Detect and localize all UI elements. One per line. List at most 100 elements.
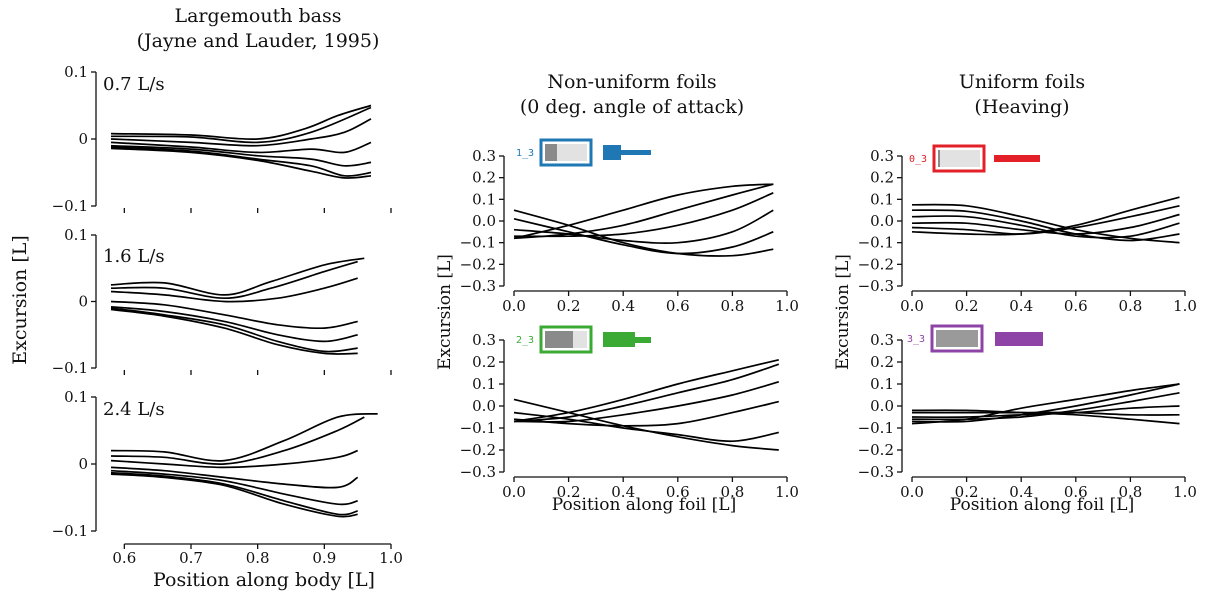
- y-tick-label: 0.1: [472, 375, 496, 393]
- series-line-2: [110, 106, 372, 144]
- x-tick-label: 0.2: [955, 483, 979, 501]
- y-tick-label: 0.0: [472, 397, 496, 415]
- y-tick-label: 0.2: [472, 353, 496, 371]
- series-line-2: [110, 260, 358, 300]
- series-line-4: [110, 300, 358, 330]
- y-tick-label: 0.1: [870, 375, 894, 393]
- y-tick-label: 0.3: [472, 331, 496, 349]
- series-line-7: [110, 473, 358, 518]
- series-line-3: [513, 192, 774, 238]
- y-tick-label: −0.3: [858, 463, 894, 481]
- y-tick-label: −0.1: [858, 419, 894, 437]
- speed-label: 2.4 L/s: [103, 399, 165, 420]
- foil-stiff-section: [545, 144, 557, 161]
- y-tick-label: −0.3: [460, 463, 496, 481]
- right-title-line2: (Heaving): [974, 96, 1069, 118]
- series-line-5: [911, 204, 1180, 235]
- left-x-axis-label: Position along body [L]: [153, 569, 375, 591]
- mid-y-axis-label: Excursion [L]: [435, 254, 455, 370]
- foil-icon-red: 0_3: [909, 144, 1040, 173]
- x-tick-label: 0.9: [312, 549, 336, 567]
- series-line-6: [911, 383, 1180, 425]
- series-line-7: [110, 308, 358, 355]
- x-tick-label: 1.0: [775, 297, 799, 315]
- series-line-4: [513, 400, 779, 427]
- series-line-5: [513, 411, 779, 443]
- mid-x-axis-label: Position along foil [L]: [552, 495, 736, 515]
- series-line-2: [110, 416, 365, 465]
- series-line-5: [513, 217, 774, 255]
- series-line-4: [110, 141, 372, 154]
- foil-code-label: 1_3: [516, 148, 534, 159]
- series-line-4: [513, 209, 774, 244]
- y-tick-label: −0.2: [858, 441, 894, 459]
- x-tick-label: 0.7: [179, 549, 203, 567]
- panel-3: 0.1 0 −0.1 0.6 0.7 0.8 0.9 1.0 2.4 L/s: [52, 388, 403, 567]
- y-tick-label: 0.2: [472, 169, 496, 187]
- y-tick-label: 0.1: [472, 190, 496, 208]
- y-tick-label: 0.1: [64, 63, 88, 81]
- y-tick-label: −0.2: [858, 255, 894, 273]
- y-tick-label: −0.1: [858, 234, 894, 252]
- series-line-6: [911, 196, 1180, 236]
- series-line-1: [513, 183, 774, 240]
- foil-icon-green: 2_3: [516, 325, 651, 354]
- y-tick-label: 0.3: [870, 147, 894, 165]
- series-line-3: [513, 380, 780, 423]
- x-tick-label: 0.2: [955, 297, 979, 315]
- x-tick-label: 0.8: [720, 483, 744, 501]
- x-tick-label: 0.8: [720, 297, 744, 315]
- series-line-1: [110, 257, 365, 296]
- left-y-axis-label: Excursion [L]: [9, 235, 31, 365]
- foil-shape-tail: [621, 150, 651, 155]
- series-line-1: [513, 358, 779, 423]
- panel-1: 0.1 0 −0.1 0.7 L/s: [52, 63, 392, 215]
- y-tick-label: 0.1: [64, 388, 88, 406]
- y-tick-label: −0.1: [52, 359, 88, 377]
- speed-label: 1.6 L/s: [103, 246, 165, 267]
- x-tick-label: 0.0: [900, 297, 924, 315]
- series-line-5: [110, 144, 372, 167]
- series-line-6: [513, 209, 774, 257]
- y-tick-label: 0: [78, 455, 88, 473]
- x-tick-label: 0.8: [1118, 297, 1142, 315]
- foil-code-label: 2_3: [516, 335, 534, 346]
- series-line-2: [912, 411, 1180, 416]
- y-tick-label: 0: [78, 130, 88, 148]
- series-line-3: [110, 449, 358, 469]
- x-tick-label: 0.2: [557, 297, 581, 315]
- foil-shape-block: [994, 155, 1040, 162]
- panel-5: 0.3 0.2 0.1 0.0 −0.1 −0.2 −0.3 0.0 0.2 0.4 0.6 0.8 1…: [460, 325, 799, 501]
- y-tick-label: 0.1: [870, 190, 894, 208]
- x-tick-label: 0.6: [112, 549, 136, 567]
- series-line-2: [513, 363, 780, 423]
- foil-stiff-section: [938, 150, 940, 167]
- y-tick-label: −0.1: [460, 234, 496, 252]
- y-tick-label: −0.2: [460, 255, 496, 273]
- x-tick-label: 0.6: [1064, 483, 1088, 501]
- panel-4: 0.3 0.2 0.1 0.0 −0.1 −0.2 −0.3 0.0 0.2 0.4 0.6 0.8 1…: [460, 138, 799, 315]
- x-tick-label: 0.0: [502, 297, 526, 315]
- foil-shape-block: [603, 145, 621, 160]
- x-tick-label: 0.6: [666, 297, 690, 315]
- series-line-3: [110, 277, 358, 303]
- series-line-5: [911, 383, 1180, 423]
- panel-7: 0.3 0.2 0.1 0.0 −0.1 −0.2 −0.3 0.0 0.2 0.4 0.6 0.8 1…: [858, 324, 1197, 501]
- y-tick-label: 0: [78, 293, 88, 311]
- x-tick-label: 1.0: [775, 483, 799, 501]
- x-tick-label: 1.0: [1173, 483, 1197, 501]
- y-tick-label: 0.0: [870, 212, 894, 230]
- series-line-1: [110, 412, 378, 462]
- series-line-2: [513, 183, 774, 240]
- y-tick-label: −0.1: [52, 522, 88, 540]
- foil-stiff-section: [936, 330, 978, 347]
- x-tick-label: 0.4: [1009, 297, 1033, 315]
- left-title-line2: (Jayne and Lauder, 1995): [137, 30, 380, 52]
- right-title-line1: Uniform foils: [959, 71, 1085, 93]
- foil-stiff-section: [545, 331, 573, 348]
- x-tick-label: 0.8: [1118, 483, 1142, 501]
- series-line-6: [110, 307, 358, 353]
- series-line-6: [513, 398, 779, 451]
- x-tick-label: 0.4: [611, 483, 635, 501]
